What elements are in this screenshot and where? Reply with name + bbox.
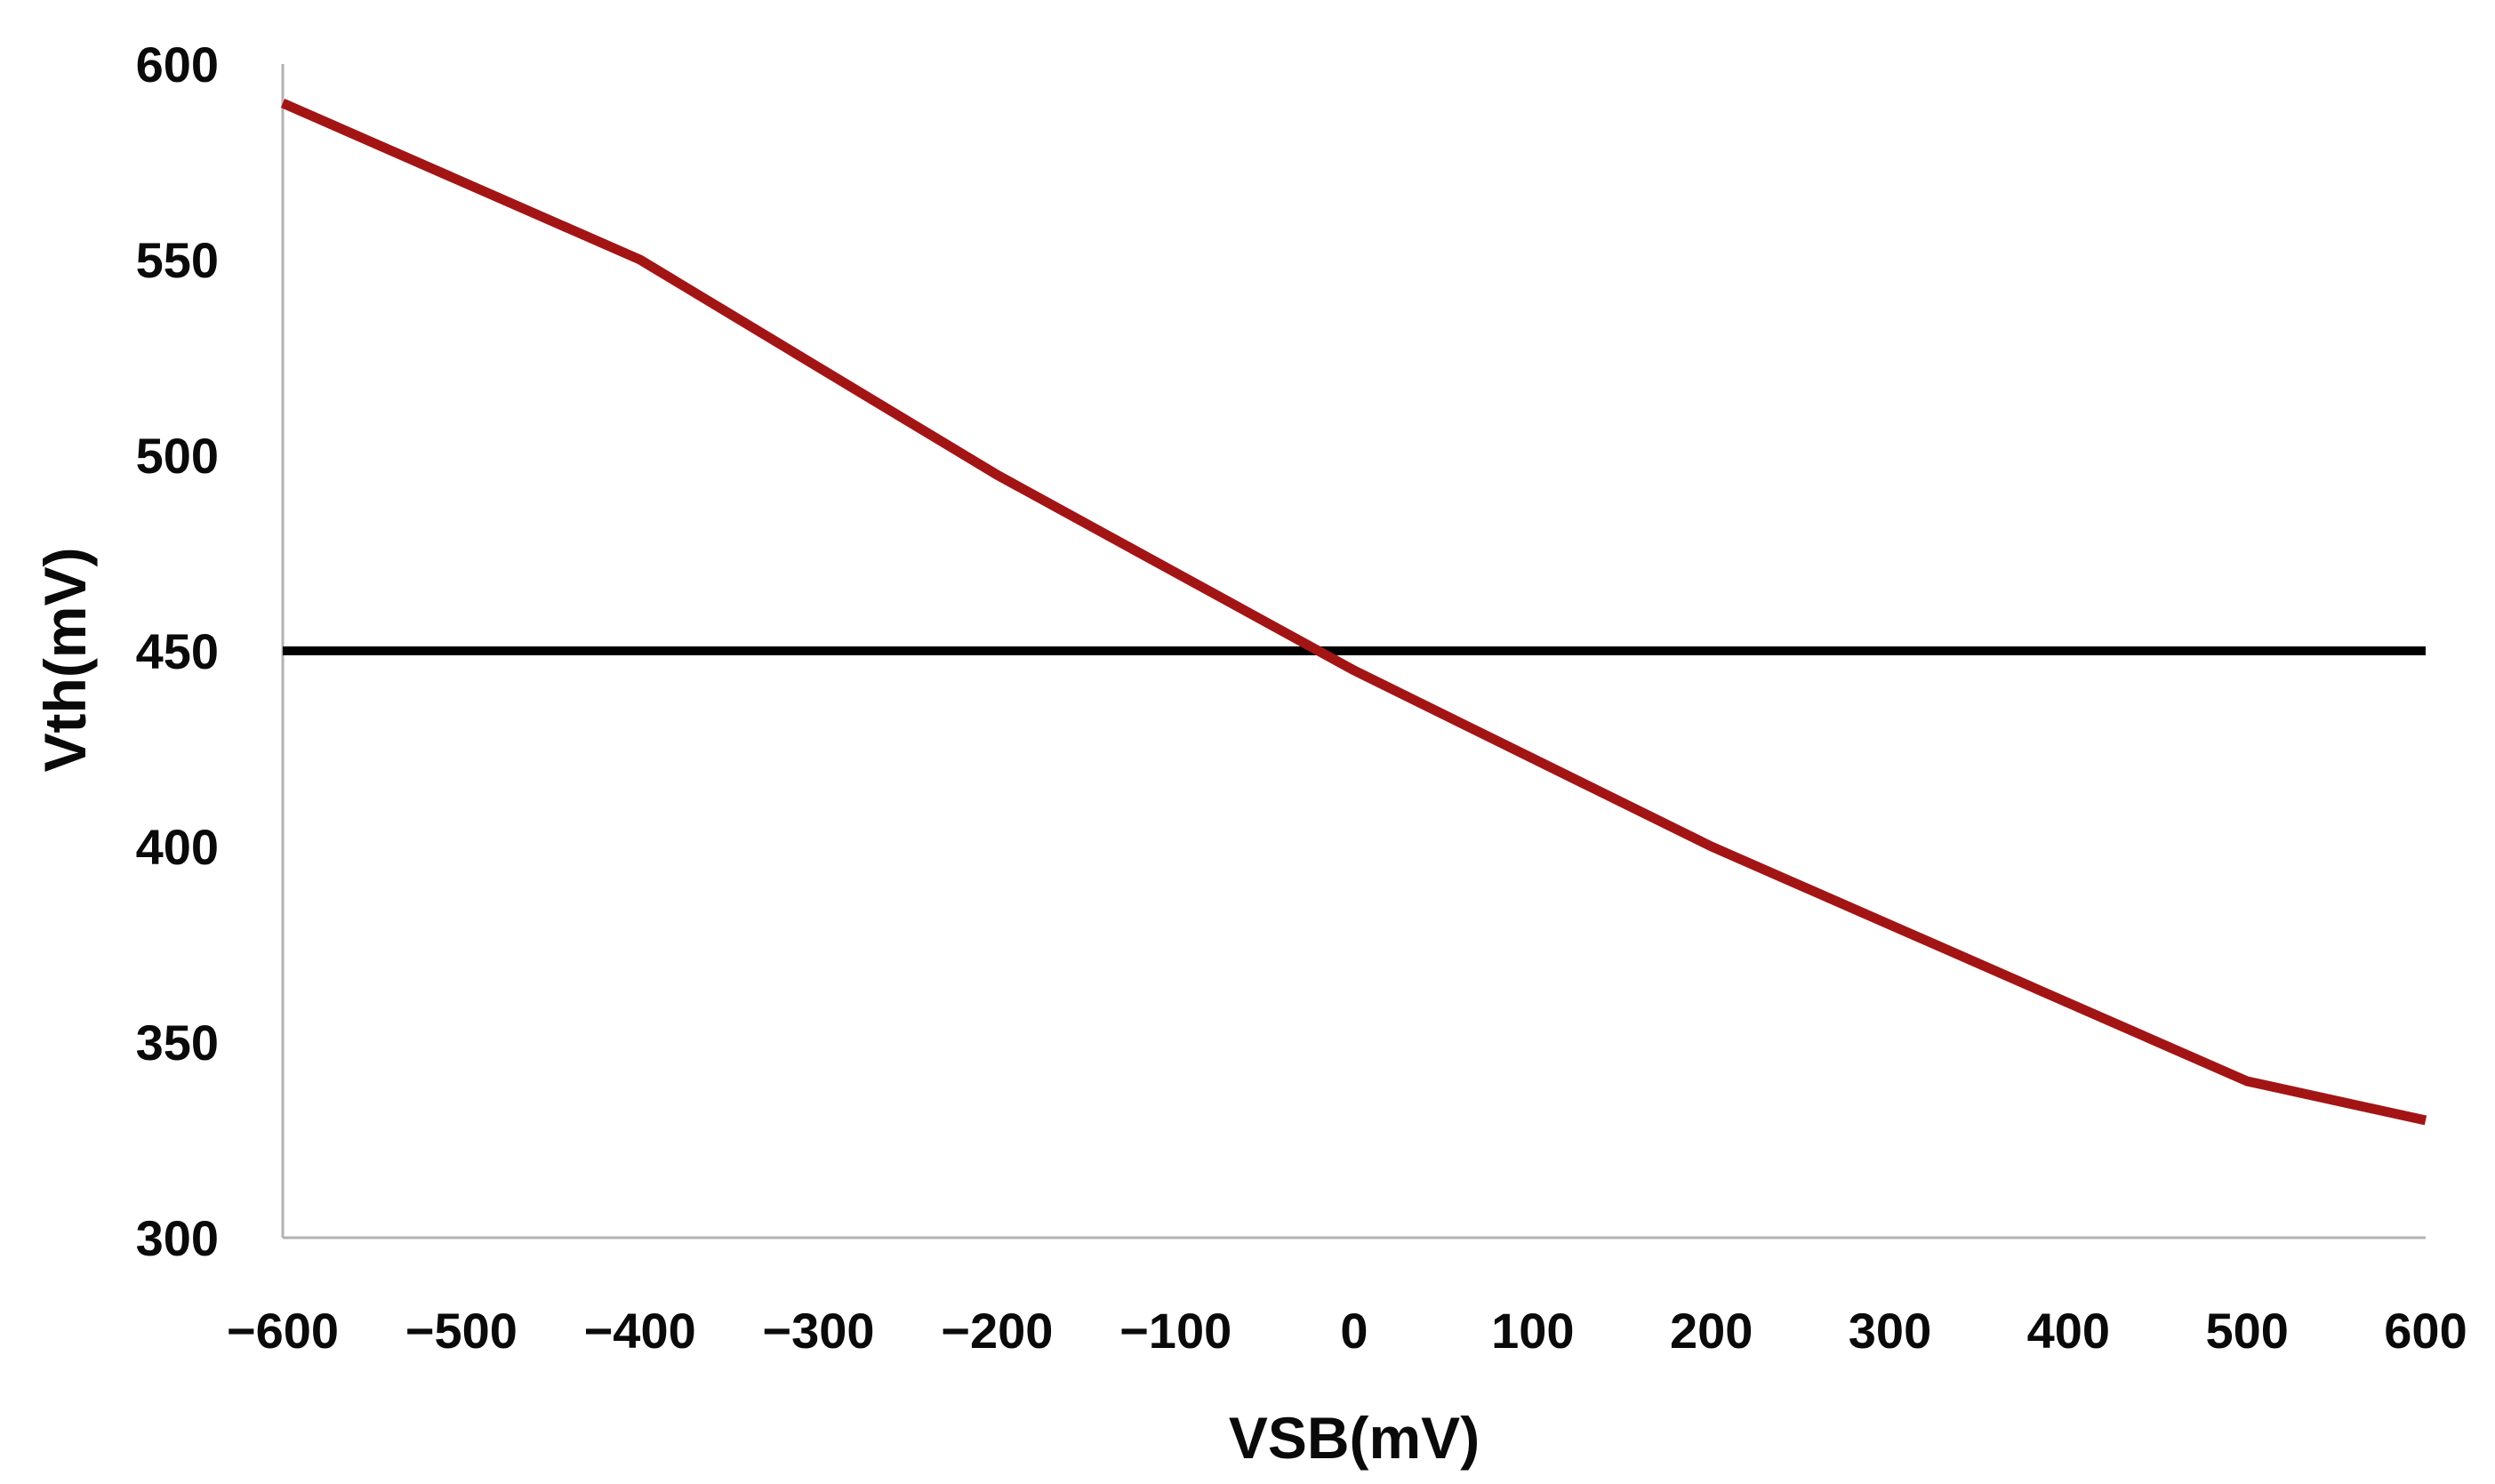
x-tick-label: 600 <box>2384 1303 2467 1359</box>
x-tick-label: −200 <box>941 1303 1053 1359</box>
x-axis-title: VSB(mV) <box>1229 1405 1480 1471</box>
series-line-vth <box>280 98 2427 1126</box>
x-tick-label: 0 <box>1340 1303 1368 1359</box>
x-axis-ticks: −600 −500 −400 −300 −200 −100 0 100 200 300 400 500… <box>227 1303 2467 1359</box>
x-tick-label: 100 <box>1491 1303 1574 1359</box>
x-tick-label: −100 <box>1119 1303 1231 1359</box>
series-layer <box>280 98 2427 1126</box>
y-axis-ticks: 300 350 400 450 500 550 600 <box>136 36 219 1266</box>
y-axis-title: Vth(mV) <box>32 548 98 773</box>
x-tick-label: 500 <box>2205 1303 2288 1359</box>
y-tick-label: 400 <box>136 819 219 875</box>
y-tick-label: 300 <box>136 1210 219 1266</box>
x-tick-label: −600 <box>227 1303 339 1359</box>
y-tick-label: 350 <box>136 1015 219 1071</box>
y-tick-label: 500 <box>136 428 219 484</box>
x-tick-label: 300 <box>1849 1303 1931 1359</box>
x-tick-label: 400 <box>2027 1303 2110 1359</box>
y-tick-label: 450 <box>136 623 219 679</box>
y-tick-label: 550 <box>136 232 219 288</box>
x-tick-label: −400 <box>584 1303 696 1359</box>
y-tick-label: 600 <box>136 36 219 92</box>
x-tick-label: −500 <box>405 1303 517 1359</box>
x-tick-label: −300 <box>762 1303 874 1359</box>
x-tick-label: 200 <box>1670 1303 1753 1359</box>
